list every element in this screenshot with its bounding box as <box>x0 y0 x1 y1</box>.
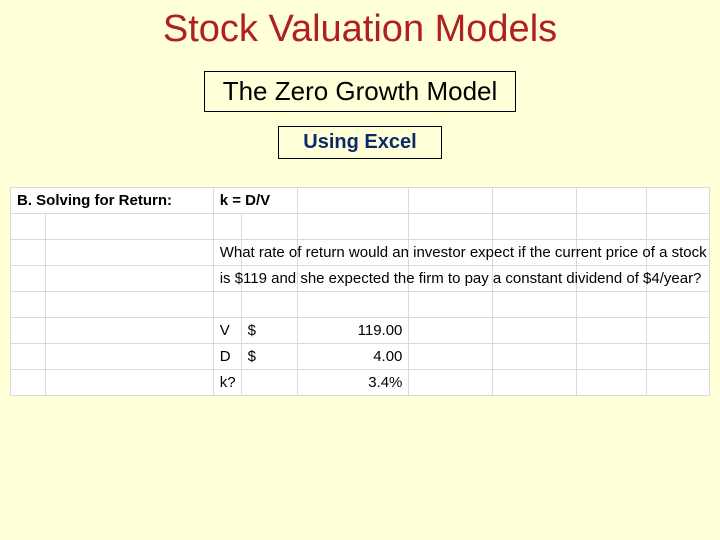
excel-region: B. Solving for Return: k = D/V <box>10 187 710 396</box>
cell-empty <box>45 318 213 344</box>
cell-empty <box>647 370 710 396</box>
cell-empty <box>493 370 577 396</box>
cell-empty <box>45 344 213 370</box>
cell-empty <box>493 344 577 370</box>
cell-empty <box>647 214 710 240</box>
cell-empty <box>577 214 647 240</box>
cell-empty <box>241 292 297 318</box>
var-value: 119.00 <box>297 318 409 344</box>
cell-empty <box>297 188 409 214</box>
var-value: 4.00 <box>297 344 409 370</box>
cell-empty <box>11 266 46 292</box>
cell-empty <box>647 344 710 370</box>
cell-empty <box>647 188 710 214</box>
value-prefix <box>241 370 297 396</box>
slide: Stock Valuation Models The Zero Growth M… <box>0 0 720 540</box>
cell-empty <box>577 370 647 396</box>
table-row: What rate of return would an investor ex… <box>11 240 710 266</box>
cell-empty <box>577 318 647 344</box>
cell-empty <box>493 214 577 240</box>
table-row <box>11 292 710 318</box>
cell-empty <box>409 370 493 396</box>
cell-empty <box>577 292 647 318</box>
cell-empty <box>213 292 241 318</box>
question-cell: What rate of return would an investor ex… <box>213 240 241 266</box>
cell-empty <box>11 214 46 240</box>
table-row <box>11 214 710 240</box>
cell-empty <box>11 370 46 396</box>
cell-empty <box>577 188 647 214</box>
cell-empty <box>409 318 493 344</box>
cell-empty <box>241 214 297 240</box>
cell-empty <box>213 214 241 240</box>
subtitle-box: The Zero Growth Model <box>204 71 517 112</box>
cell-empty <box>409 344 493 370</box>
section-formula: k = D/V <box>213 188 297 214</box>
table-row: D $ 4.00 <box>11 344 710 370</box>
cell-empty <box>45 370 213 396</box>
question-line2: is $119 and she expected the firm to pay… <box>220 270 702 287</box>
table-row: V $ 119.00 <box>11 318 710 344</box>
cell-empty <box>493 188 577 214</box>
table-row: k? 3.4% <box>11 370 710 396</box>
slide-title: Stock Valuation Models <box>0 8 720 51</box>
cell-empty <box>11 318 46 344</box>
cell-empty <box>45 240 213 266</box>
table-row: is $119 and she expected the firm to pay… <box>11 266 710 292</box>
cell-empty <box>493 292 577 318</box>
cell-empty <box>647 318 710 344</box>
table-row: B. Solving for Return: k = D/V <box>11 188 710 214</box>
section-heading: B. Solving for Return: <box>11 188 214 214</box>
var-label: k? <box>213 370 241 396</box>
cell-empty <box>409 292 493 318</box>
cell-empty <box>297 214 409 240</box>
var-label: D <box>213 344 241 370</box>
value-prefix: $ <box>241 318 297 344</box>
cell-empty <box>409 188 493 214</box>
question-cell: is $119 and she expected the firm to pay… <box>213 266 241 292</box>
var-label: V <box>213 318 241 344</box>
cell-empty <box>297 292 409 318</box>
using-excel-box: Using Excel <box>278 126 441 159</box>
cell-empty <box>45 214 213 240</box>
cell-empty <box>11 292 46 318</box>
cell-empty <box>11 344 46 370</box>
cell-empty <box>647 292 710 318</box>
excel-grid: B. Solving for Return: k = D/V <box>10 187 710 396</box>
question-line1: What rate of return would an investor ex… <box>220 244 707 261</box>
cell-empty <box>577 344 647 370</box>
cell-empty <box>11 240 46 266</box>
cell-empty <box>409 214 493 240</box>
cell-empty <box>493 318 577 344</box>
cell-empty <box>45 266 213 292</box>
cell-empty <box>45 292 213 318</box>
value-prefix: $ <box>241 344 297 370</box>
var-value: 3.4% <box>297 370 409 396</box>
